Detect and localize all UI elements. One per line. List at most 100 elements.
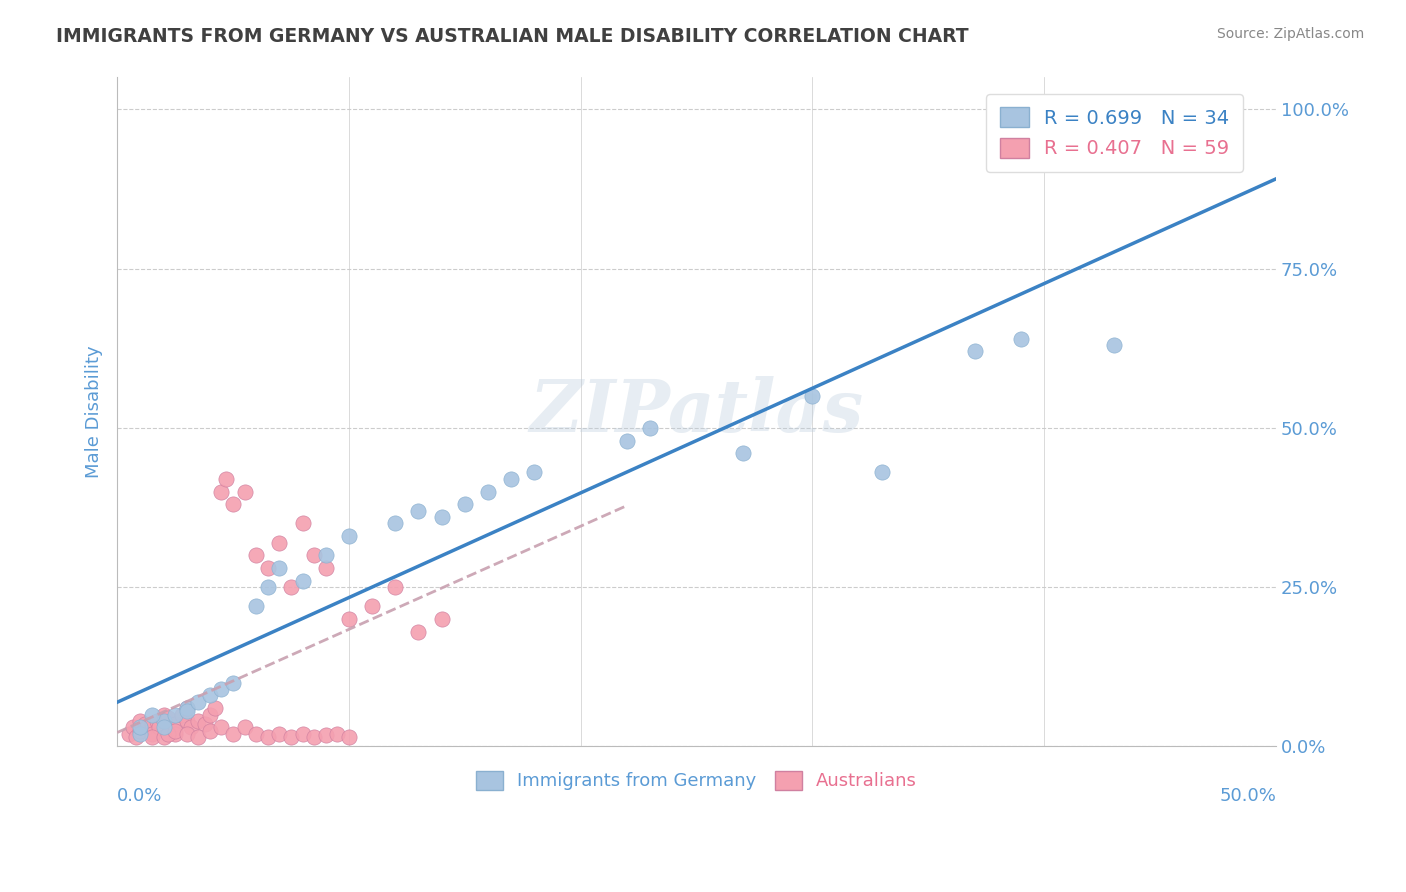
Point [194, 717, 217, 731]
Point [454, 497, 477, 511]
Point [176, 701, 198, 715]
Point [302, 549, 325, 563]
Point [963, 344, 986, 359]
Point [1102, 338, 1125, 352]
Point [361, 599, 384, 614]
Point [638, 421, 661, 435]
Point [222, 497, 245, 511]
Text: IMMIGRANTS FROM GERMANY VS AUSTRALIAN MALE DISABILITY CORRELATION CHART: IMMIGRANTS FROM GERMANY VS AUSTRALIAN MA… [56, 27, 969, 45]
Point [477, 484, 499, 499]
Point [269, 535, 291, 549]
Point [165, 707, 187, 722]
Point [141, 717, 163, 731]
Point [245, 549, 267, 563]
Point [337, 612, 360, 626]
Point [152, 714, 174, 728]
Point [1010, 332, 1032, 346]
Point [122, 720, 145, 734]
Point [211, 720, 233, 734]
Point [291, 727, 314, 741]
Point [302, 730, 325, 744]
Point [1195, 103, 1218, 117]
Point [501, 472, 523, 486]
Point [129, 720, 152, 734]
Point [222, 727, 245, 741]
Point [337, 730, 360, 744]
Point [148, 720, 170, 734]
Point [141, 730, 163, 744]
Point [165, 727, 187, 741]
Point [616, 434, 638, 448]
Point [269, 727, 291, 741]
Point [315, 728, 337, 742]
Point [157, 727, 180, 741]
Point [211, 484, 233, 499]
Point [384, 580, 406, 594]
Point [245, 727, 267, 741]
Point [198, 689, 221, 703]
Point [165, 723, 187, 738]
Point [280, 580, 302, 594]
Point [408, 504, 430, 518]
Point [326, 727, 349, 741]
Text: 0.0%: 0.0% [117, 787, 163, 805]
Point [134, 717, 156, 731]
Point [384, 516, 406, 531]
Point [198, 707, 221, 722]
Point [523, 466, 546, 480]
Point [176, 705, 198, 719]
Point [141, 707, 163, 722]
Point [233, 720, 256, 734]
Y-axis label: Male Disability: Male Disability [86, 345, 103, 478]
Point [215, 472, 238, 486]
Point [129, 727, 152, 741]
Point [430, 510, 453, 524]
Point [198, 723, 221, 738]
Point [731, 446, 754, 460]
Point [176, 701, 198, 715]
Point [408, 624, 430, 639]
Point [280, 730, 302, 744]
Point [233, 484, 256, 499]
Point [118, 727, 141, 741]
Text: Source: ZipAtlas.com: Source: ZipAtlas.com [1216, 27, 1364, 41]
Point [152, 707, 174, 722]
Point [256, 730, 278, 744]
Point [222, 675, 245, 690]
Point [430, 612, 453, 626]
Point [256, 580, 278, 594]
Point [165, 717, 187, 731]
Point [141, 727, 163, 741]
Point [269, 561, 291, 575]
Point [245, 599, 267, 614]
Point [180, 720, 202, 734]
Point [315, 549, 337, 563]
Point [152, 714, 174, 728]
Point [136, 720, 159, 734]
Point [204, 701, 226, 715]
Point [176, 727, 198, 741]
Point [291, 516, 314, 531]
Point [187, 730, 209, 744]
Point [187, 695, 209, 709]
Text: ZIPatlas: ZIPatlas [530, 376, 863, 448]
Point [256, 561, 278, 575]
Point [129, 723, 152, 738]
Point [145, 714, 167, 728]
Point [315, 561, 337, 575]
Point [211, 682, 233, 697]
Point [152, 730, 174, 744]
Point [870, 466, 893, 480]
Point [152, 720, 174, 734]
Point [172, 707, 194, 722]
Point [157, 711, 180, 725]
Point [187, 714, 209, 728]
Legend: Immigrants from Germany, Australians: Immigrants from Germany, Australians [468, 764, 924, 797]
Point [337, 529, 360, 543]
Point [125, 730, 148, 744]
Point [176, 714, 198, 728]
Point [291, 574, 314, 588]
Point [801, 389, 824, 403]
Point [129, 714, 152, 728]
Text: 50.0%: 50.0% [1219, 787, 1277, 805]
